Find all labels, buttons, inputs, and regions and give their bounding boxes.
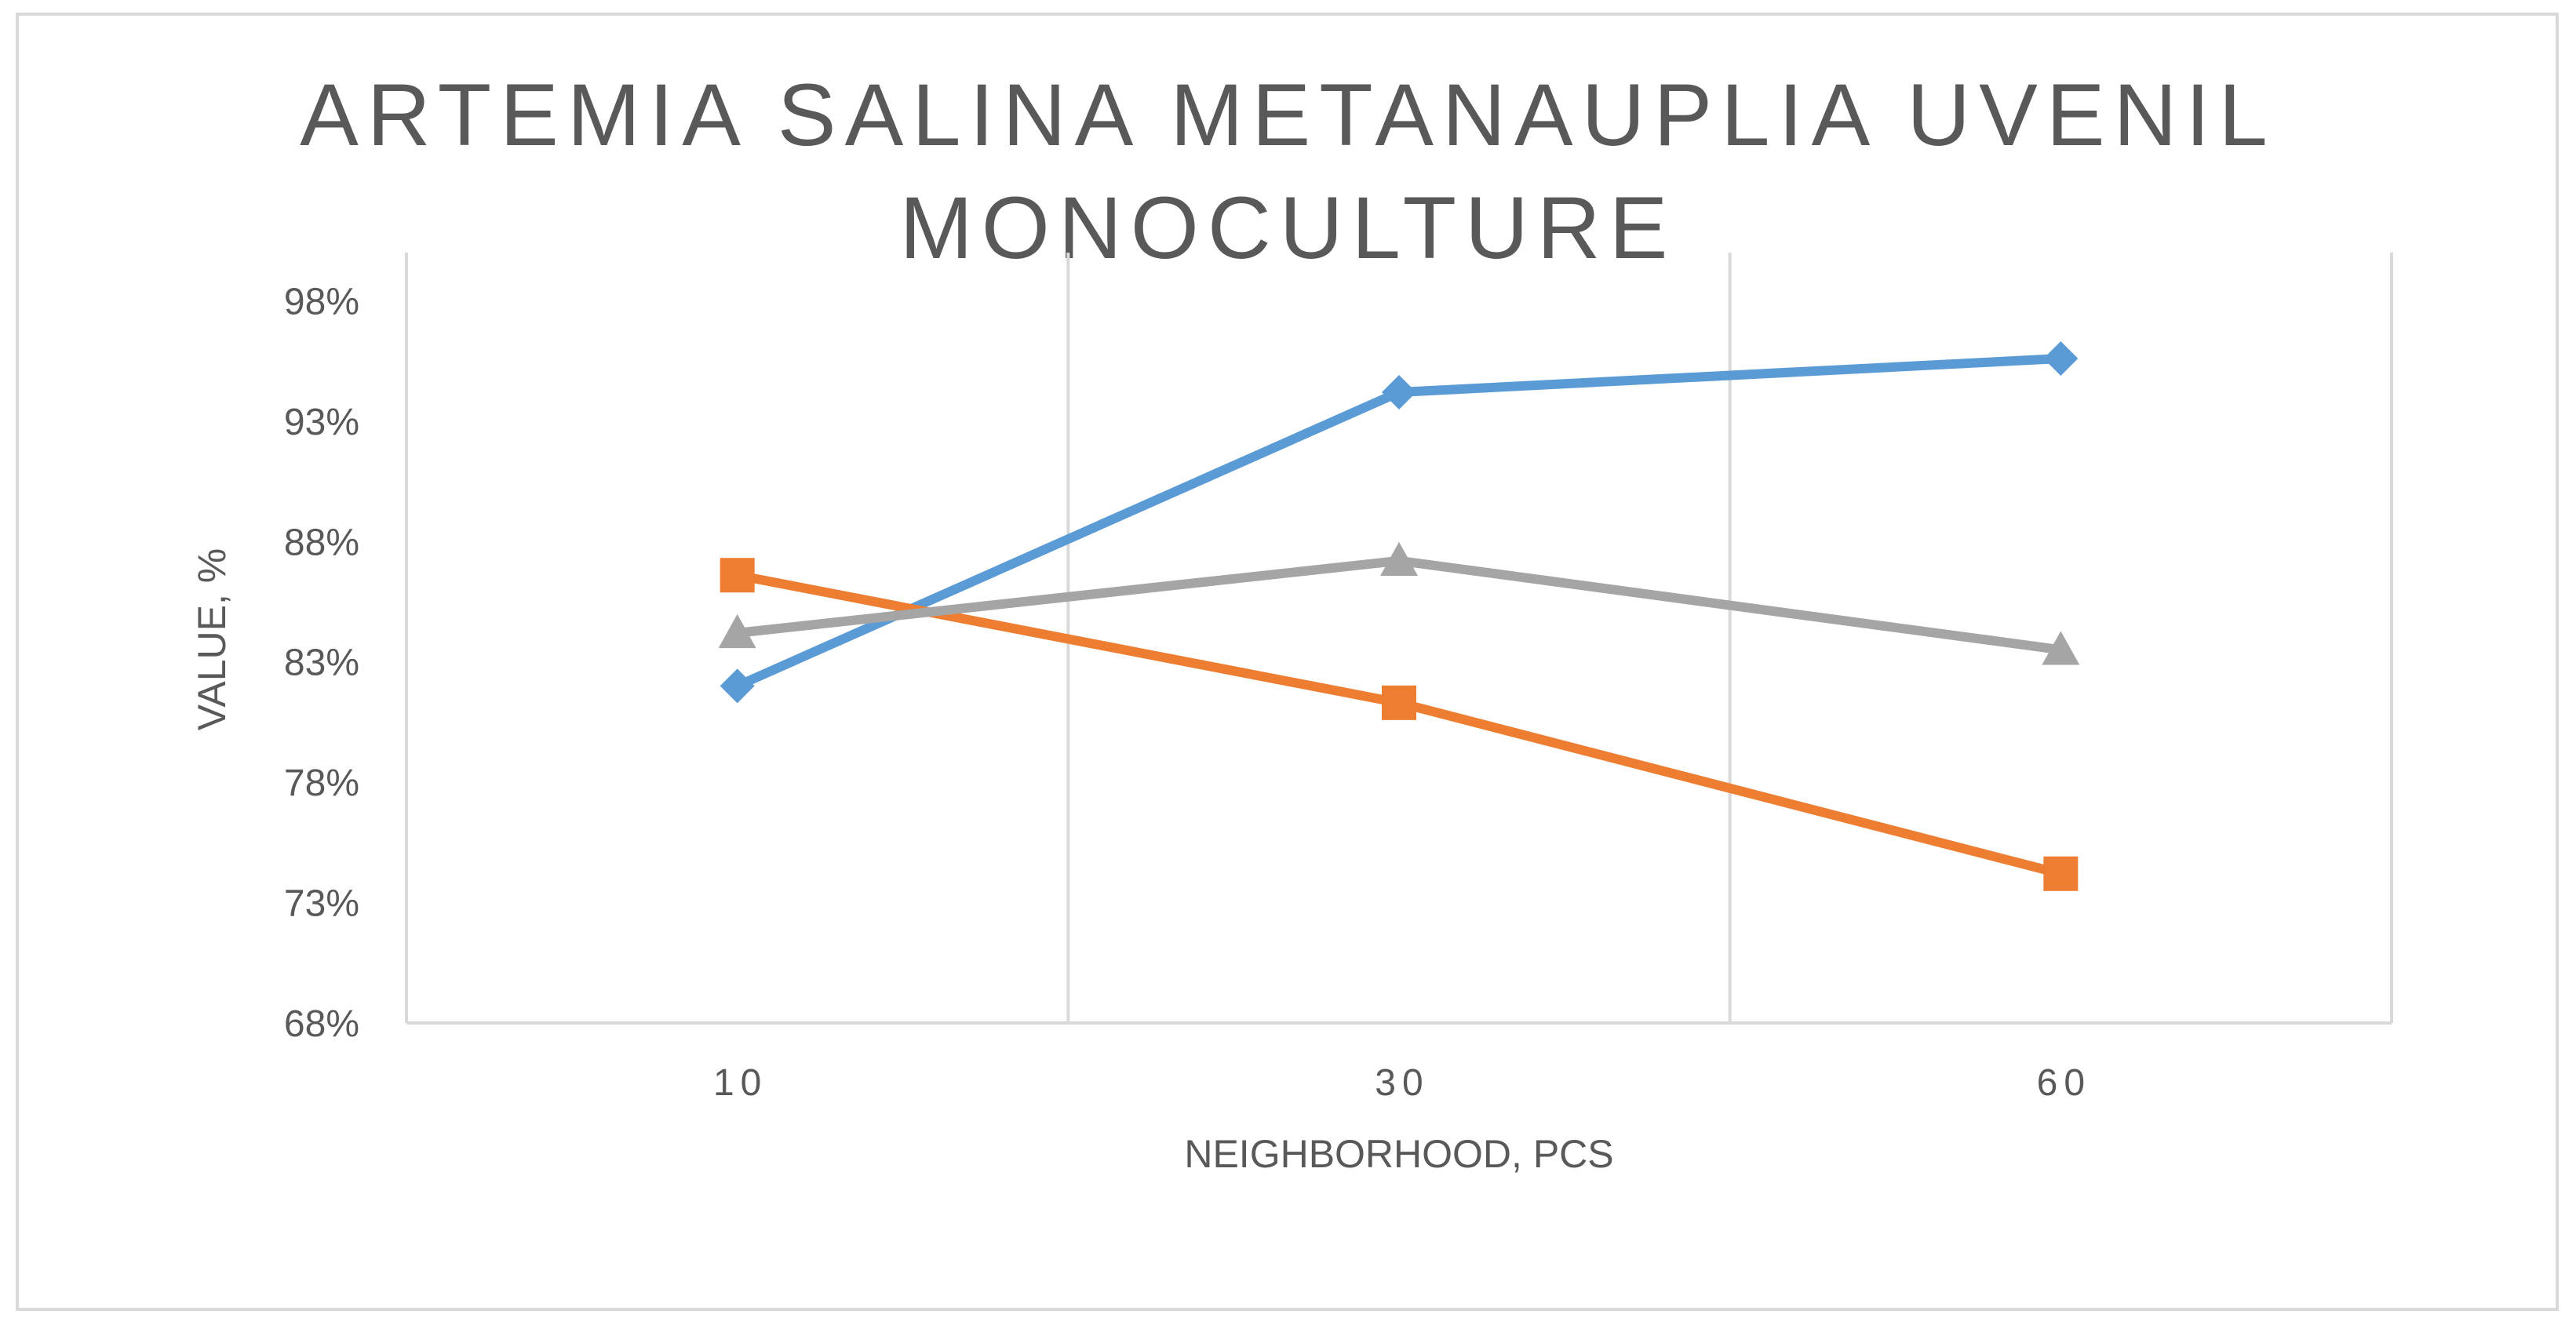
y-tick-label: 73% — [284, 883, 359, 925]
chart-title-line-2: MONOCULTURE — [899, 179, 1677, 277]
data-point-diamond — [2043, 341, 2079, 377]
y-axis-title: VALUE, % — [190, 548, 234, 731]
y-tick-label: 88% — [284, 522, 359, 563]
y-tick-label: 93% — [284, 402, 359, 443]
grid-lines — [405, 253, 2393, 1025]
y-tick-label: 98% — [284, 281, 359, 322]
data-point-triangle — [2042, 631, 2080, 665]
y-tick-label: 68% — [284, 1003, 359, 1045]
data-point-diamond — [720, 668, 755, 704]
x-tick-label: 10 — [713, 1062, 767, 1104]
y-tick-label: 78% — [284, 763, 359, 804]
data-point-square — [1382, 685, 1416, 720]
x-tick-label: 60 — [2037, 1062, 2091, 1104]
data-point-diamond — [1382, 374, 1416, 410]
series-3 — [718, 541, 2080, 665]
data-point-square — [720, 558, 755, 593]
series-lines — [718, 341, 2080, 891]
series-2 — [720, 558, 2079, 891]
data-point-triangle — [1380, 541, 1418, 576]
chart-frame — [16, 13, 2559, 1311]
series-1 — [720, 341, 2079, 704]
data-point-triangle — [718, 613, 756, 649]
data-point-square — [2043, 856, 2079, 891]
x-tick-label: 30 — [1375, 1062, 1429, 1104]
y-tick-label: 83% — [284, 642, 359, 684]
chart-title-line-1: ARTEMIA SALINA METANAUPLIA UVENIL — [300, 66, 2276, 164]
x-axis-title: NEIGHBORHOOD, PCS — [1184, 1132, 1613, 1176]
y-axis-ticks: 68% 73% 78% 83% 88% 93% 98% — [284, 281, 359, 1045]
x-axis-ticks: 10 30 60 — [713, 1062, 2091, 1104]
